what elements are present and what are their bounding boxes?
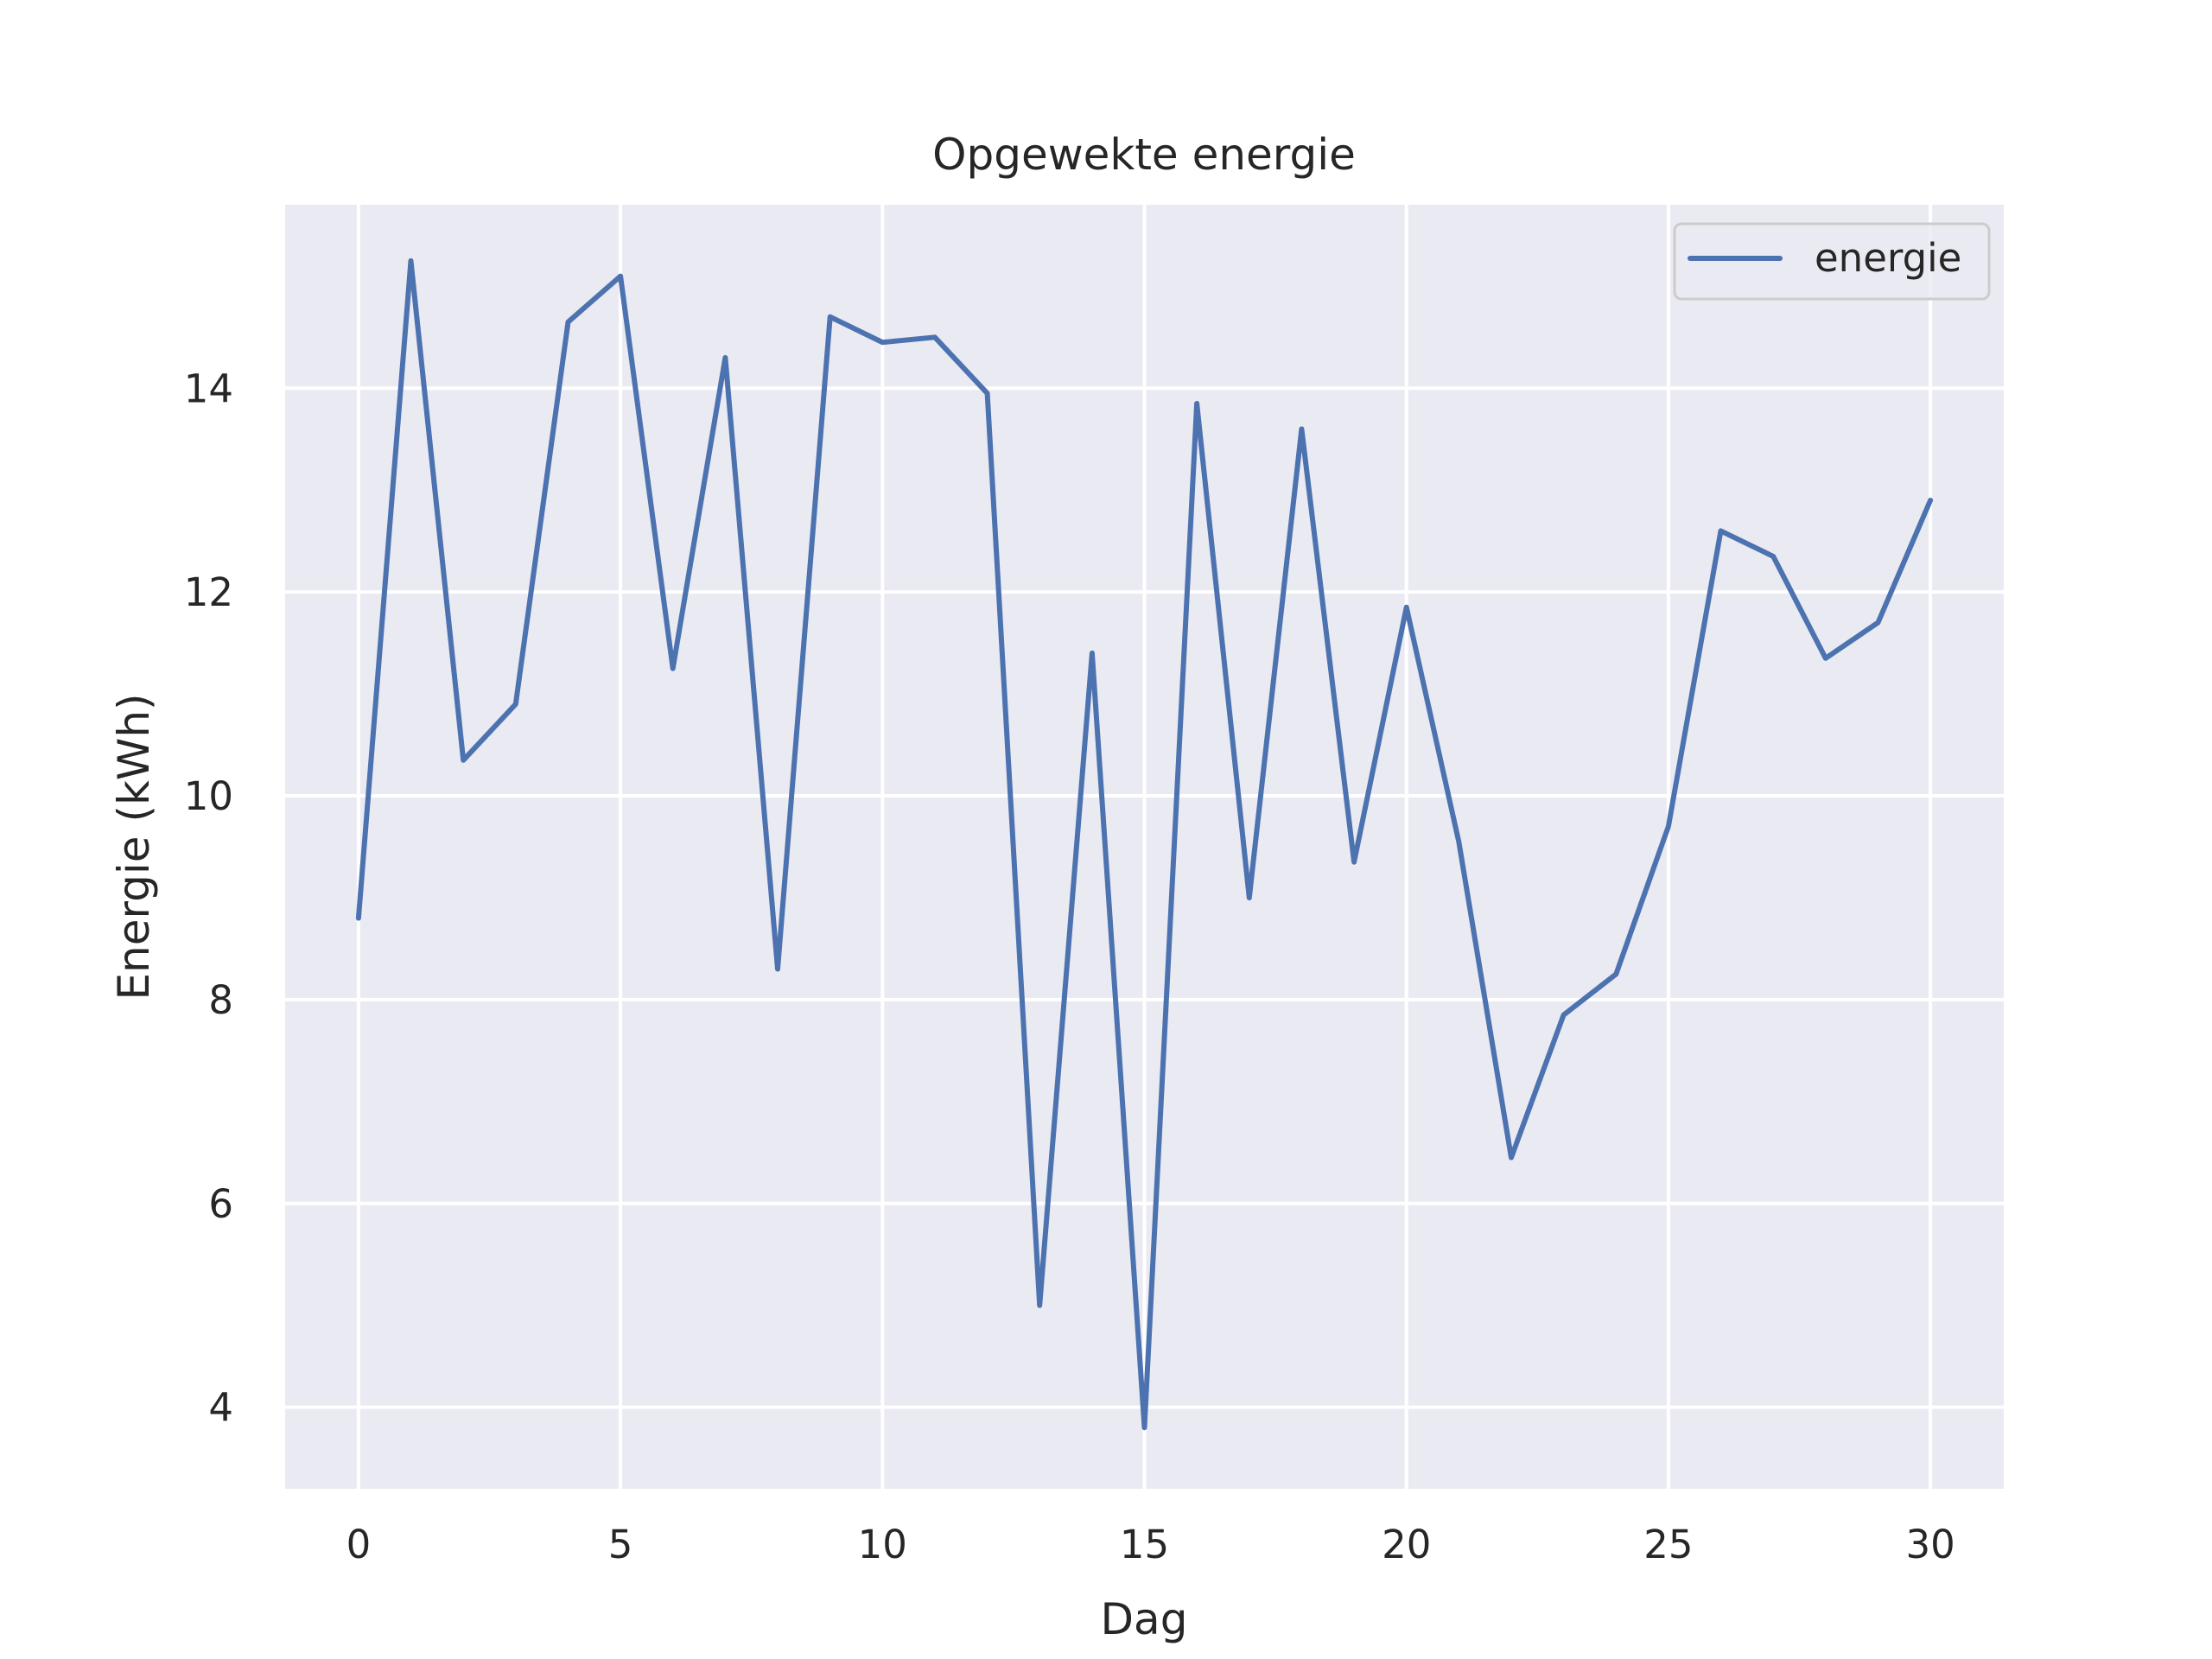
data-point	[1247, 895, 1252, 900]
data-point	[932, 334, 938, 340]
data-point	[775, 967, 780, 972]
chart-title: Opgewekte energie	[932, 130, 1356, 180]
data-point	[1142, 1425, 1147, 1430]
data-point	[1719, 528, 1724, 533]
data-point	[1666, 823, 1671, 829]
x-tick-label: 15	[1120, 1522, 1169, 1567]
y-tick-label: 12	[184, 569, 233, 615]
data-point	[1823, 656, 1828, 661]
data-point	[985, 391, 990, 396]
data-point	[1299, 426, 1304, 431]
y-tick-label: 14	[184, 365, 233, 411]
x-tick-label: 30	[1905, 1522, 1955, 1567]
x-tick-label: 10	[858, 1522, 907, 1567]
y-tick-label: 6	[208, 1181, 233, 1227]
x-axis-label: Dag	[1101, 1594, 1188, 1644]
x-tick-label: 20	[1382, 1522, 1431, 1567]
x-tick-label: 25	[1643, 1522, 1693, 1567]
data-point	[1928, 498, 1933, 503]
data-point	[1561, 1013, 1567, 1018]
y-axis-label: Energie (kWh)	[109, 693, 159, 1000]
y-tick-label: 4	[208, 1385, 233, 1431]
data-point	[1456, 839, 1461, 844]
x-tick-label: 5	[608, 1522, 633, 1567]
data-point	[1613, 971, 1618, 976]
data-point	[1037, 1303, 1042, 1308]
data-point	[1875, 620, 1880, 626]
data-point	[356, 916, 361, 921]
legend-box	[1673, 222, 1991, 301]
data-point	[461, 758, 466, 763]
y-tick-label: 8	[208, 977, 233, 1023]
data-point	[409, 258, 414, 264]
data-point	[671, 666, 676, 671]
data-point	[1404, 605, 1409, 610]
data-point	[618, 274, 623, 279]
legend-label-energie: energie	[1815, 235, 1961, 281]
data-point	[880, 340, 885, 345]
data-point	[1351, 860, 1357, 865]
data-point	[1770, 554, 1776, 559]
data-point	[1090, 651, 1095, 656]
series-line-energie	[355, 257, 1934, 1431]
series-layer	[355, 257, 1934, 1431]
data-point	[565, 320, 570, 325]
data-point	[513, 702, 518, 707]
x-tick-label: 0	[346, 1522, 372, 1567]
grid	[285, 205, 2004, 1489]
y-tick-label: 10	[184, 773, 233, 819]
legend: energie	[1673, 222, 1991, 301]
data-point	[722, 355, 728, 360]
data-point	[1194, 401, 1199, 406]
data-point	[1509, 1155, 1514, 1160]
ticks: 0 5 10 15 20 25 30 4 6 8 10 12 14	[184, 365, 1955, 1567]
data-point	[828, 315, 833, 320]
